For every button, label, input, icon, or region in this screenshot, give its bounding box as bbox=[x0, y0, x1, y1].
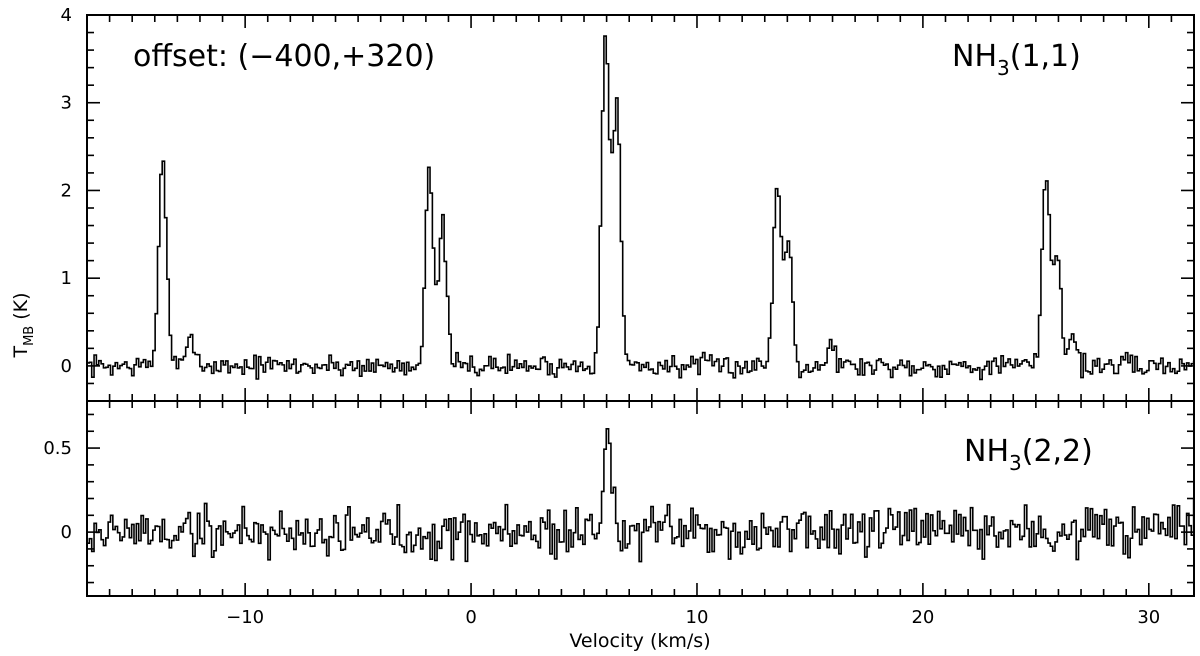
y-axis-title: TMB(K) bbox=[10, 292, 37, 358]
top-ytick-label: 3 bbox=[61, 93, 72, 114]
bottom-ytick-label: 0.5 bbox=[43, 438, 72, 459]
offset-annotation: offset: (−400,+320) bbox=[133, 39, 435, 74]
nh3-11-spectrum bbox=[87, 35, 1195, 381]
nh3-22-spectrum bbox=[87, 428, 1195, 563]
tick-labels: 0 1 2 3 4 0 0.5 −10 0 10 20 30 bbox=[43, 5, 1160, 628]
bottom-panel-frame bbox=[86, 400, 1195, 597]
top-ytick-label: 2 bbox=[61, 180, 72, 201]
xtick-label: 0 bbox=[465, 607, 476, 628]
line-label-nh3-22: NH3(2,2) bbox=[964, 434, 1093, 475]
line-label-nh3-11: NH3(1,1) bbox=[952, 39, 1081, 80]
xtick-label: −10 bbox=[226, 607, 264, 628]
xtick-label: 10 bbox=[686, 607, 709, 628]
top-ytick-label: 0 bbox=[61, 356, 72, 377]
xtick-label: 20 bbox=[911, 607, 934, 628]
xtick-label: 30 bbox=[1137, 607, 1160, 628]
axis-ticks bbox=[87, 14, 1195, 596]
bottom-ytick-label: 0 bbox=[61, 522, 72, 543]
x-axis-title: Velocity (km/s) bbox=[569, 630, 710, 652]
top-ytick-label: 4 bbox=[61, 5, 72, 26]
top-ytick-label: 1 bbox=[61, 268, 72, 289]
